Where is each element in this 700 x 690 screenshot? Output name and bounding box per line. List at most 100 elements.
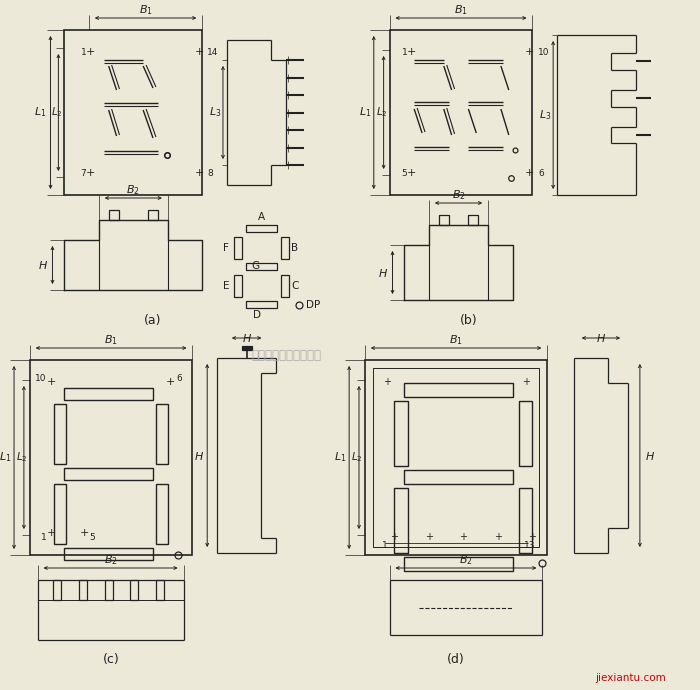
Bar: [389, 30, 533, 195]
Bar: [405, 470, 512, 484]
Text: F: F: [223, 243, 229, 253]
Text: +: +: [195, 47, 204, 57]
Text: $B_2$: $B_2$: [459, 553, 473, 567]
Text: $H$: $H$: [38, 259, 48, 271]
Bar: [519, 401, 533, 466]
Text: +: +: [47, 377, 56, 387]
Text: $L_1$: $L_1$: [34, 106, 47, 119]
Bar: [395, 488, 408, 553]
Bar: [365, 360, 547, 555]
Text: $L_3$: $L_3$: [209, 106, 221, 119]
Text: (c): (c): [103, 653, 120, 667]
Bar: [64, 468, 153, 480]
Text: (b): (b): [460, 313, 477, 326]
Bar: [439, 215, 449, 225]
Bar: [30, 360, 193, 555]
Text: $B_1$: $B_1$: [104, 333, 118, 347]
Text: +: +: [528, 532, 536, 542]
Bar: [373, 368, 539, 547]
Text: +: +: [47, 528, 56, 538]
Text: $B_1$: $B_1$: [139, 3, 153, 17]
Text: +: +: [494, 532, 502, 542]
Text: C: C: [291, 281, 299, 291]
Bar: [246, 225, 277, 232]
Text: $H$: $H$: [377, 266, 388, 279]
Text: $L_3$: $L_3$: [539, 108, 552, 122]
Text: G: G: [251, 261, 260, 271]
Text: $B_2$: $B_2$: [452, 188, 466, 202]
Text: B: B: [291, 243, 298, 253]
Text: $B_1$: $B_1$: [454, 3, 468, 17]
Text: $H$: $H$: [596, 332, 606, 344]
Text: 1: 1: [382, 540, 388, 549]
Bar: [395, 401, 408, 466]
Bar: [55, 404, 66, 464]
Bar: [108, 210, 118, 220]
Bar: [105, 580, 113, 600]
Text: (d): (d): [447, 653, 465, 667]
Text: $B_2$: $B_2$: [104, 553, 118, 567]
Text: E: E: [223, 281, 229, 291]
Text: 6: 6: [176, 373, 183, 382]
Text: 6: 6: [538, 168, 544, 177]
Bar: [55, 484, 66, 544]
Text: $L_1$: $L_1$: [0, 451, 11, 464]
Text: +: +: [383, 377, 391, 387]
Text: $L_1$: $L_1$: [358, 106, 371, 119]
Text: A: A: [258, 212, 265, 222]
Bar: [79, 580, 87, 600]
Text: 5: 5: [89, 533, 95, 542]
Bar: [156, 484, 168, 544]
Text: $B_2$: $B_2$: [127, 183, 140, 197]
Text: $L_1$: $L_1$: [334, 451, 346, 464]
Text: 10: 10: [35, 373, 47, 382]
Bar: [130, 580, 138, 600]
Text: $L_2$: $L_2$: [376, 106, 388, 119]
Text: +: +: [425, 532, 433, 542]
Text: +: +: [86, 168, 96, 178]
Text: $B_1$: $B_1$: [449, 333, 463, 347]
Text: jiexiantu.com: jiexiantu.com: [596, 673, 666, 683]
Bar: [64, 388, 153, 400]
Text: 7: 7: [80, 168, 86, 177]
Bar: [148, 210, 158, 220]
Text: +: +: [525, 47, 534, 57]
Bar: [281, 275, 289, 297]
Text: 13: 13: [524, 540, 536, 549]
Text: DP: DP: [305, 300, 320, 310]
Text: +: +: [195, 168, 204, 178]
Text: +: +: [79, 528, 89, 538]
Text: 1: 1: [41, 533, 47, 542]
Bar: [405, 557, 512, 571]
Text: 10: 10: [538, 48, 550, 57]
Bar: [64, 30, 202, 195]
Text: +: +: [525, 168, 534, 178]
Bar: [64, 548, 153, 560]
Text: +: +: [407, 168, 416, 178]
Bar: [405, 383, 512, 397]
Text: +: +: [522, 377, 530, 387]
Text: $L_2$: $L_2$: [50, 106, 62, 119]
Text: $H$: $H$: [241, 332, 252, 344]
Bar: [281, 237, 289, 259]
Bar: [234, 237, 241, 259]
Text: 杭州将睭科技有限公司: 杭州将睭科技有限公司: [251, 348, 321, 362]
Bar: [246, 263, 277, 270]
Bar: [468, 215, 478, 225]
Text: +: +: [166, 377, 176, 387]
Bar: [156, 404, 168, 464]
Text: 1: 1: [81, 48, 87, 57]
Bar: [241, 346, 251, 350]
Text: $L_2$: $L_2$: [16, 451, 28, 464]
Bar: [246, 301, 277, 308]
Text: +: +: [407, 47, 416, 57]
Bar: [519, 488, 533, 553]
Text: 14: 14: [207, 48, 218, 57]
Text: D: D: [253, 310, 262, 320]
Text: +: +: [86, 47, 96, 57]
Text: $H$: $H$: [645, 449, 654, 462]
Bar: [234, 275, 241, 297]
Text: +: +: [391, 532, 398, 542]
Text: 1: 1: [402, 48, 407, 57]
Bar: [53, 580, 62, 600]
